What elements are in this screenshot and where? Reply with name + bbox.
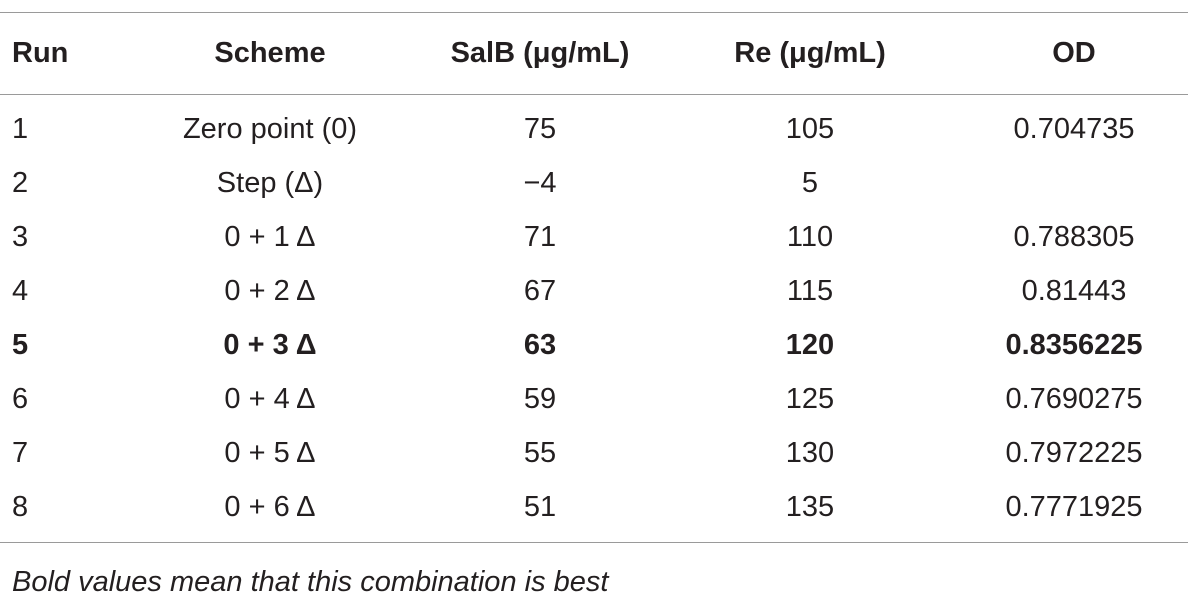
table-row: 1 Zero point (0) 75 105 0.704735	[0, 95, 1188, 157]
table-body: 1 Zero point (0) 75 105 0.704735 2 Step …	[0, 95, 1188, 543]
cell-re: 5	[801, 167, 819, 199]
table-row: 3 0 + 1 Δ 71 110 0.788305	[0, 211, 1188, 265]
cell-salb: 55	[523, 437, 557, 469]
cell-scheme: Step (Δ)	[216, 167, 324, 199]
header-run: Run	[12, 37, 69, 69]
cell-run: 3	[12, 221, 29, 253]
cell-run: 5	[12, 329, 29, 361]
table-footnote: Bold values mean that this combination i…	[12, 566, 609, 598]
cell-od: 0.788305	[1013, 221, 1135, 253]
cell-scheme: Zero point (0)	[182, 113, 358, 146]
header-re: Re (μg/mL)	[734, 37, 886, 69]
table-row: 7 0 + 5 Δ 55 130 0.7972225	[0, 427, 1188, 481]
cell-scheme: 0 + 2 Δ	[224, 275, 316, 307]
cell-salb: 67	[523, 275, 557, 307]
cell-scheme: 0 + 6 Δ	[224, 490, 316, 523]
cell-re: 105	[785, 113, 835, 146]
cell-salb: 51	[523, 490, 557, 523]
table-row: 4 0 + 2 Δ 67 115 0.81443	[0, 265, 1188, 319]
results-table: Run Scheme SalB (μg/mL) Re (μg/mL) OD 1 …	[0, 12, 1188, 543]
cell-od: 0.7972225	[1005, 437, 1143, 469]
cell-run: 7	[12, 437, 29, 469]
cell-scheme: 0 + 1 Δ	[224, 221, 316, 253]
cell-re: 130	[785, 437, 835, 469]
cell-od: 0.7690275	[1005, 383, 1143, 415]
cell-od: 0.8356225	[1005, 329, 1143, 361]
header-scheme: Scheme	[214, 37, 326, 69]
table-row: 2 Step (Δ) −4 5	[0, 157, 1188, 211]
cell-salb: 75	[523, 113, 557, 146]
cell-salb: −4	[523, 167, 557, 199]
table-row: 8 0 + 6 Δ 51 135 0.7771925	[0, 481, 1188, 543]
header-salb: SalB (μg/mL)	[450, 37, 630, 69]
cell-scheme: 0 + 4 Δ	[224, 383, 316, 415]
cell-od: 0.81443	[1021, 275, 1127, 307]
cell-od	[960, 157, 1188, 211]
cell-re: 115	[786, 275, 834, 307]
cell-run: 2	[12, 167, 29, 199]
cell-run: 1	[12, 113, 29, 146]
cell-re: 125	[785, 383, 835, 415]
table-row-best: 5 0 + 3 Δ 63 120 0.8356225	[0, 319, 1188, 373]
cell-salb: 63	[523, 329, 557, 361]
cell-scheme: 0 + 3 Δ	[223, 329, 317, 361]
cell-od: 0.704735	[1013, 113, 1135, 146]
cell-scheme: 0 + 5 Δ	[224, 437, 316, 469]
table-row: 6 0 + 4 Δ 59 125 0.7690275	[0, 373, 1188, 427]
cell-run: 6	[12, 383, 29, 415]
cell-salb: 59	[523, 383, 557, 415]
header-od: OD	[1052, 37, 1096, 69]
table-header-row: Run Scheme SalB (μg/mL) Re (μg/mL) OD	[0, 12, 1188, 95]
cell-re: 110	[786, 221, 834, 253]
cell-salb: 71	[523, 221, 557, 253]
cell-run: 8	[12, 490, 29, 523]
cell-od: 0.7771925	[1005, 490, 1143, 523]
cell-re: 135	[785, 490, 835, 523]
cell-re: 120	[785, 329, 835, 361]
cell-run: 4	[12, 275, 29, 307]
